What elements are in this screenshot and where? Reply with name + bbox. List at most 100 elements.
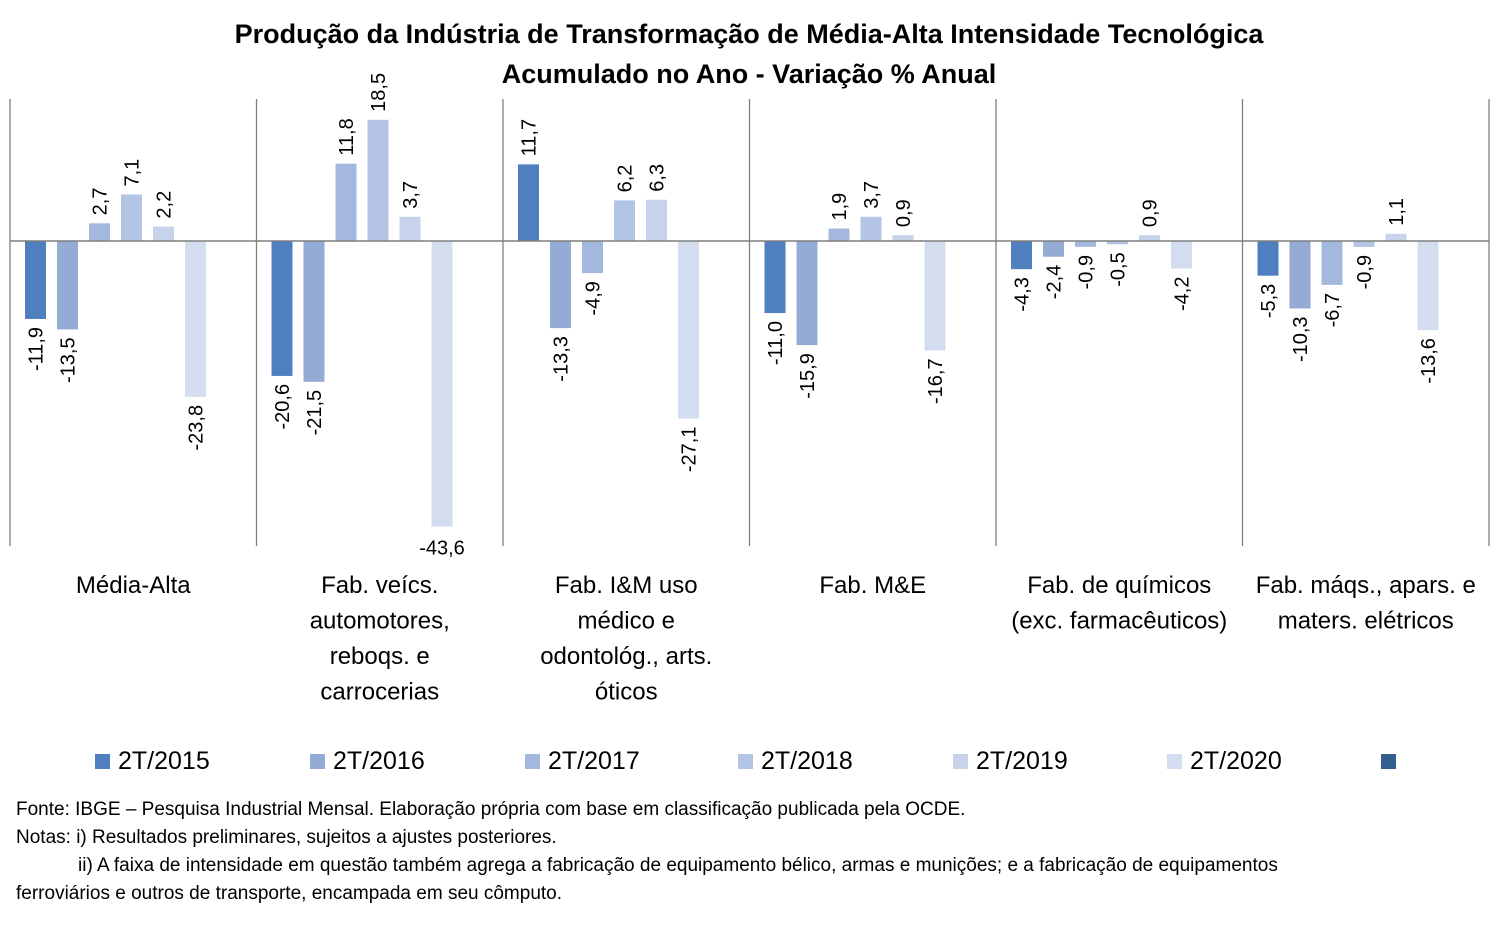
bar-2T/2015-2: [518, 164, 539, 241]
category-label: Fab. máqs., apars. e: [1256, 572, 1476, 599]
legend-swatch: [738, 753, 753, 769]
bar-2T/2020-3: [924, 241, 946, 351]
data-label: -43,6: [419, 538, 465, 560]
category-label: Média-Alta: [76, 572, 191, 599]
bar-2T/2020-2: [678, 241, 699, 419]
bar-2T/2015-3: [764, 241, 786, 314]
data-label: -4,2: [1172, 277, 1194, 311]
data-label: 6,3: [647, 164, 669, 192]
data-label: 11,8: [336, 118, 358, 155]
data-label: -2,4: [1044, 265, 1066, 299]
legend-label: 2T/2020: [1190, 747, 1282, 775]
bar-2T/2016-4: [1043, 241, 1064, 257]
legend-swatch: [95, 753, 110, 769]
bar-2T/2017-4: [1075, 241, 1096, 247]
bar-2T/2018-1: [367, 119, 389, 241]
data-label: 6,2: [615, 165, 637, 193]
data-label: -0,9: [1076, 255, 1098, 289]
category-label: Fab. M&E: [819, 572, 926, 599]
data-label: -23,8: [186, 405, 208, 451]
data-label: 0,9: [893, 199, 915, 227]
note-2: ii) A faixa de intensidade em questão ta…: [78, 855, 1278, 876]
bar-2T/2018-4: [1107, 241, 1128, 245]
bar-2T/2020-0: [185, 241, 206, 397]
data-label: 0,9: [1140, 199, 1162, 227]
bar-2T/2017-3: [828, 228, 850, 241]
bar-2T/2018-5: [1353, 241, 1375, 247]
bar-2T/2015-5: [1257, 241, 1279, 276]
data-label: -0,9: [1354, 255, 1376, 289]
category-label: Fab. veícs.: [321, 572, 438, 599]
data-label: -16,7: [925, 358, 947, 404]
bar-2T/2018-3: [860, 216, 882, 241]
data-label: 3,7: [400, 181, 422, 209]
category-label: carrocerias: [320, 679, 439, 706]
legend-label: 2T/2019: [976, 747, 1068, 775]
bar-2T/2016-2: [550, 241, 571, 329]
data-label: 18,5: [368, 73, 390, 112]
chart-legend: 2T/2015 2T/2016 2T/2017 2T/2018 2T/2019 2T/20…: [0, 744, 1498, 780]
category-label: reboqs. e: [330, 643, 430, 670]
legend-item: 2T/2017: [525, 744, 640, 778]
data-label: -27,1: [679, 427, 701, 473]
bar-2T/2020-4: [1171, 241, 1192, 269]
bar-2T/2019-2: [646, 199, 667, 241]
data-label: 1,1: [1386, 198, 1408, 226]
bar-2T/2015-4: [1011, 241, 1032, 270]
legend-swatch: [1167, 753, 1182, 769]
legend-label: 2T/2016: [333, 747, 425, 775]
source-note: Fonte: IBGE – Pesquisa Industrial Mensal…: [16, 799, 966, 820]
data-label: -6,7: [1322, 293, 1344, 327]
legend-label: 2T/2015: [118, 747, 210, 775]
bar-2T/2018-0: [121, 194, 142, 241]
bar-2T/2016-5: [1289, 241, 1311, 309]
legend-item: 2T/2016: [310, 744, 425, 778]
category-label: odontológ., arts.: [540, 643, 712, 670]
data-label: -20,6: [272, 384, 294, 430]
data-label: -0,5: [1108, 252, 1130, 286]
data-label: -11,9: [26, 327, 48, 371]
bar-2T/2019-5: [1385, 233, 1407, 241]
bar-2T/2020-1: [431, 241, 453, 527]
data-label: 11,7: [519, 119, 541, 156]
legend-swatch: [525, 753, 540, 769]
chart-subtitle: Acumulado no Ano - Variação % Anual: [501, 59, 997, 89]
bar-2T/2017-5: [1321, 241, 1343, 285]
bar-2T/2017-0: [89, 223, 110, 241]
bar-2T/2019-1: [399, 216, 421, 241]
bar-2T/2016-0: [57, 241, 78, 330]
chart-notes: Fonte: IBGE – Pesquisa Industrial Mensal…: [16, 796, 1486, 908]
legend-item: 2T/2018: [738, 744, 853, 778]
data-label: 1,9: [829, 193, 851, 221]
category-label: automotores,: [310, 608, 450, 635]
bar-2T/2019-3: [892, 235, 914, 241]
bar-2T/2018-2: [614, 200, 635, 241]
data-label: -5,3: [1258, 284, 1280, 318]
chart-title: Produção da Indústria de Transformação d…: [234, 19, 1264, 49]
data-label: -21,5: [304, 390, 326, 436]
data-label: -13,5: [58, 337, 80, 383]
bar-chart: -11,9 -20,6 11,7 -11,0 -4,3 -5,3 -13,5 -21,5 -13…: [9, 73, 1490, 706]
category-label: Fab. de químicos: [1027, 572, 1211, 599]
data-label: -11,0: [765, 321, 787, 365]
legend-extra-swatch: [1381, 754, 1396, 769]
bar-2T/2015-1: [271, 241, 293, 376]
data-label: -4,9: [583, 281, 605, 315]
legend-item: 2T/2020: [1167, 744, 1282, 778]
category-label: (exc. farmacêuticos): [1011, 608, 1227, 635]
legend-label: 2T/2017: [548, 747, 640, 775]
data-label: -13,6: [1418, 338, 1440, 384]
bar-2T/2020-5: [1417, 241, 1439, 331]
data-label: 7,1: [122, 159, 144, 187]
data-label: 3,7: [861, 181, 883, 209]
category-label: óticos: [595, 679, 658, 706]
legend-item: 2T/2015: [95, 744, 210, 778]
bar-2T/2017-2: [582, 241, 603, 274]
bar-2T/2015-0: [25, 241, 46, 319]
bar-2T/2019-0: [153, 226, 174, 241]
data-label: 2,7: [90, 188, 112, 216]
category-label: maters. elétricos: [1278, 608, 1454, 635]
category-label: Fab. I&M uso: [555, 572, 698, 599]
data-label: -13,3: [551, 336, 573, 382]
legend-item: 2T/2019: [953, 744, 1068, 778]
